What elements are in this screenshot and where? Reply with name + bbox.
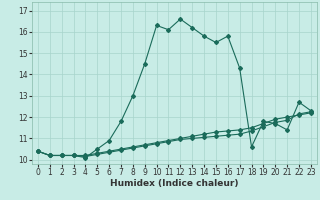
X-axis label: Humidex (Indice chaleur): Humidex (Indice chaleur) (110, 179, 239, 188)
